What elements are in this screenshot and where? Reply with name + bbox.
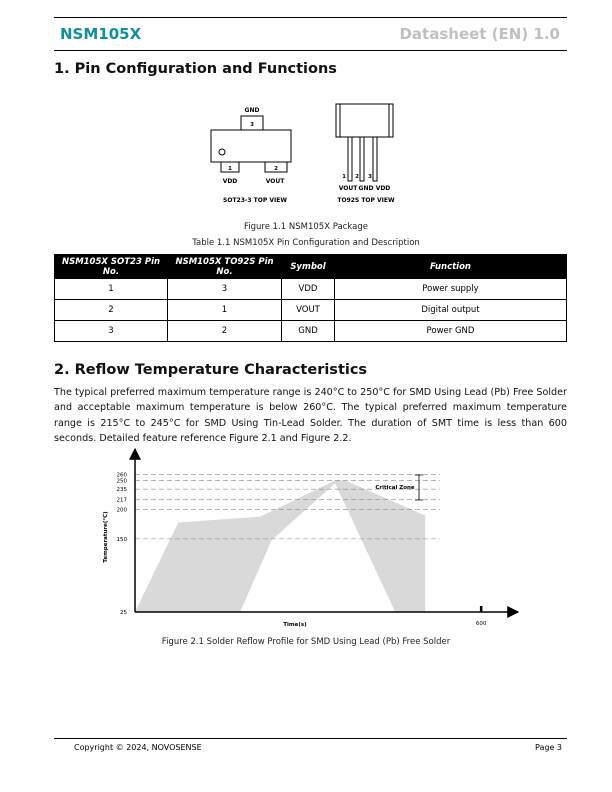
critical-bracket <box>415 474 423 501</box>
figure-caption: Figure 1.1 NSM105X Package <box>244 222 368 232</box>
cell: VDD <box>281 278 335 300</box>
y-tick-label: 235 <box>117 487 128 493</box>
y-tick-label: 200 <box>117 508 128 514</box>
copyright: Copyright © 2024, NOVOSENSE <box>74 743 202 752</box>
cell: 2 <box>54 299 168 321</box>
header-row: NSM105X SOT23 Pin No. NSM105X TO92S Pin … <box>54 254 567 279</box>
cell: Power supply <box>334 278 567 300</box>
pin-number: 3 <box>368 174 372 180</box>
cell: 3 <box>54 320 168 342</box>
pin-label: GND <box>359 185 374 192</box>
package-body <box>335 103 394 138</box>
header-rule <box>54 17 567 18</box>
cell: 1 <box>167 299 282 321</box>
pin-label: VOUT <box>266 178 286 185</box>
pin-number: 1 <box>228 166 232 172</box>
package-figure: GND 3 1 2 VDD VOUT SOT23-3 TOP VIEW 1 2 … <box>210 103 395 204</box>
cell: VOUT <box>281 299 335 321</box>
section-title: 1. Pin Configuration and Functions <box>54 61 337 77</box>
pin-label: VDD <box>223 178 238 185</box>
cell: Power GND <box>334 320 567 342</box>
pin1-dot <box>218 148 226 156</box>
pin-leg <box>347 136 353 182</box>
row: 3 2 GND Power GND <box>54 320 567 342</box>
y-tick-label: 150 <box>117 537 128 543</box>
pin-number: 3 <box>250 122 254 128</box>
table-caption: Table 1.1 NSM105X Pin Configuration and … <box>192 238 420 248</box>
pin-number: 2 <box>355 174 359 180</box>
pin-tab <box>220 161 240 173</box>
header-cell: Symbol <box>281 254 335 279</box>
cell: 2 <box>167 320 282 342</box>
pin-number: 2 <box>274 166 278 172</box>
header-cell: NSM105X TO92S Pin No. <box>167 254 282 279</box>
header-rule <box>54 50 567 51</box>
view-label: TO92S TOP VIEW <box>337 197 395 204</box>
view-label: SOT23-3 TOP VIEW <box>223 197 287 204</box>
annotation: Critical Zone <box>375 485 415 491</box>
pin-number: 1 <box>342 174 346 180</box>
cell: 3 <box>167 278 282 300</box>
cell: 1 <box>54 278 168 300</box>
pin-label: VDD <box>376 185 391 192</box>
row: 1 3 VDD Power supply <box>54 278 567 300</box>
y-axis-label: Temperature(°C) <box>103 511 109 563</box>
x-axis-label: Time(s) <box>283 622 307 628</box>
pin-label: VOUT <box>339 185 359 192</box>
package-body <box>210 129 292 163</box>
profile-area <box>135 483 426 612</box>
footer-rule <box>54 738 567 739</box>
cell: GND <box>281 320 335 342</box>
section-title: 2. Reflow Temperature Characteristics <box>54 362 368 378</box>
pin-tab <box>264 161 288 173</box>
pin-table: NSM105X SOT23 Pin No. NSM105X TO92S Pin … <box>54 254 567 342</box>
header-cell: NSM105X SOT23 Pin No. <box>54 254 168 279</box>
header-cell: Function <box>334 254 567 279</box>
y-tick-label: 217 <box>117 498 128 504</box>
pin-leg <box>359 136 365 182</box>
pin-leg <box>372 136 378 182</box>
product-name: NSM105X <box>60 25 142 43</box>
cell: Digital output <box>334 299 567 321</box>
y-tick-label: 250 <box>117 478 128 484</box>
y-tick-label: 260 <box>117 473 128 479</box>
page-number: Page 3 <box>535 743 562 752</box>
paragraph: The typical preferred maximum temperatur… <box>54 387 567 445</box>
x-tick-label: 600 <box>476 621 487 627</box>
row: 2 1 VOUT Digital output <box>54 299 567 321</box>
document-name: Datasheet (EN) 1.0 <box>399 25 560 43</box>
y-tick-label: 25 <box>120 610 127 616</box>
figure-caption: Figure 2.1 Solder Reflow Profile for SMD… <box>161 637 451 647</box>
pin-label: GND <box>245 107 260 114</box>
